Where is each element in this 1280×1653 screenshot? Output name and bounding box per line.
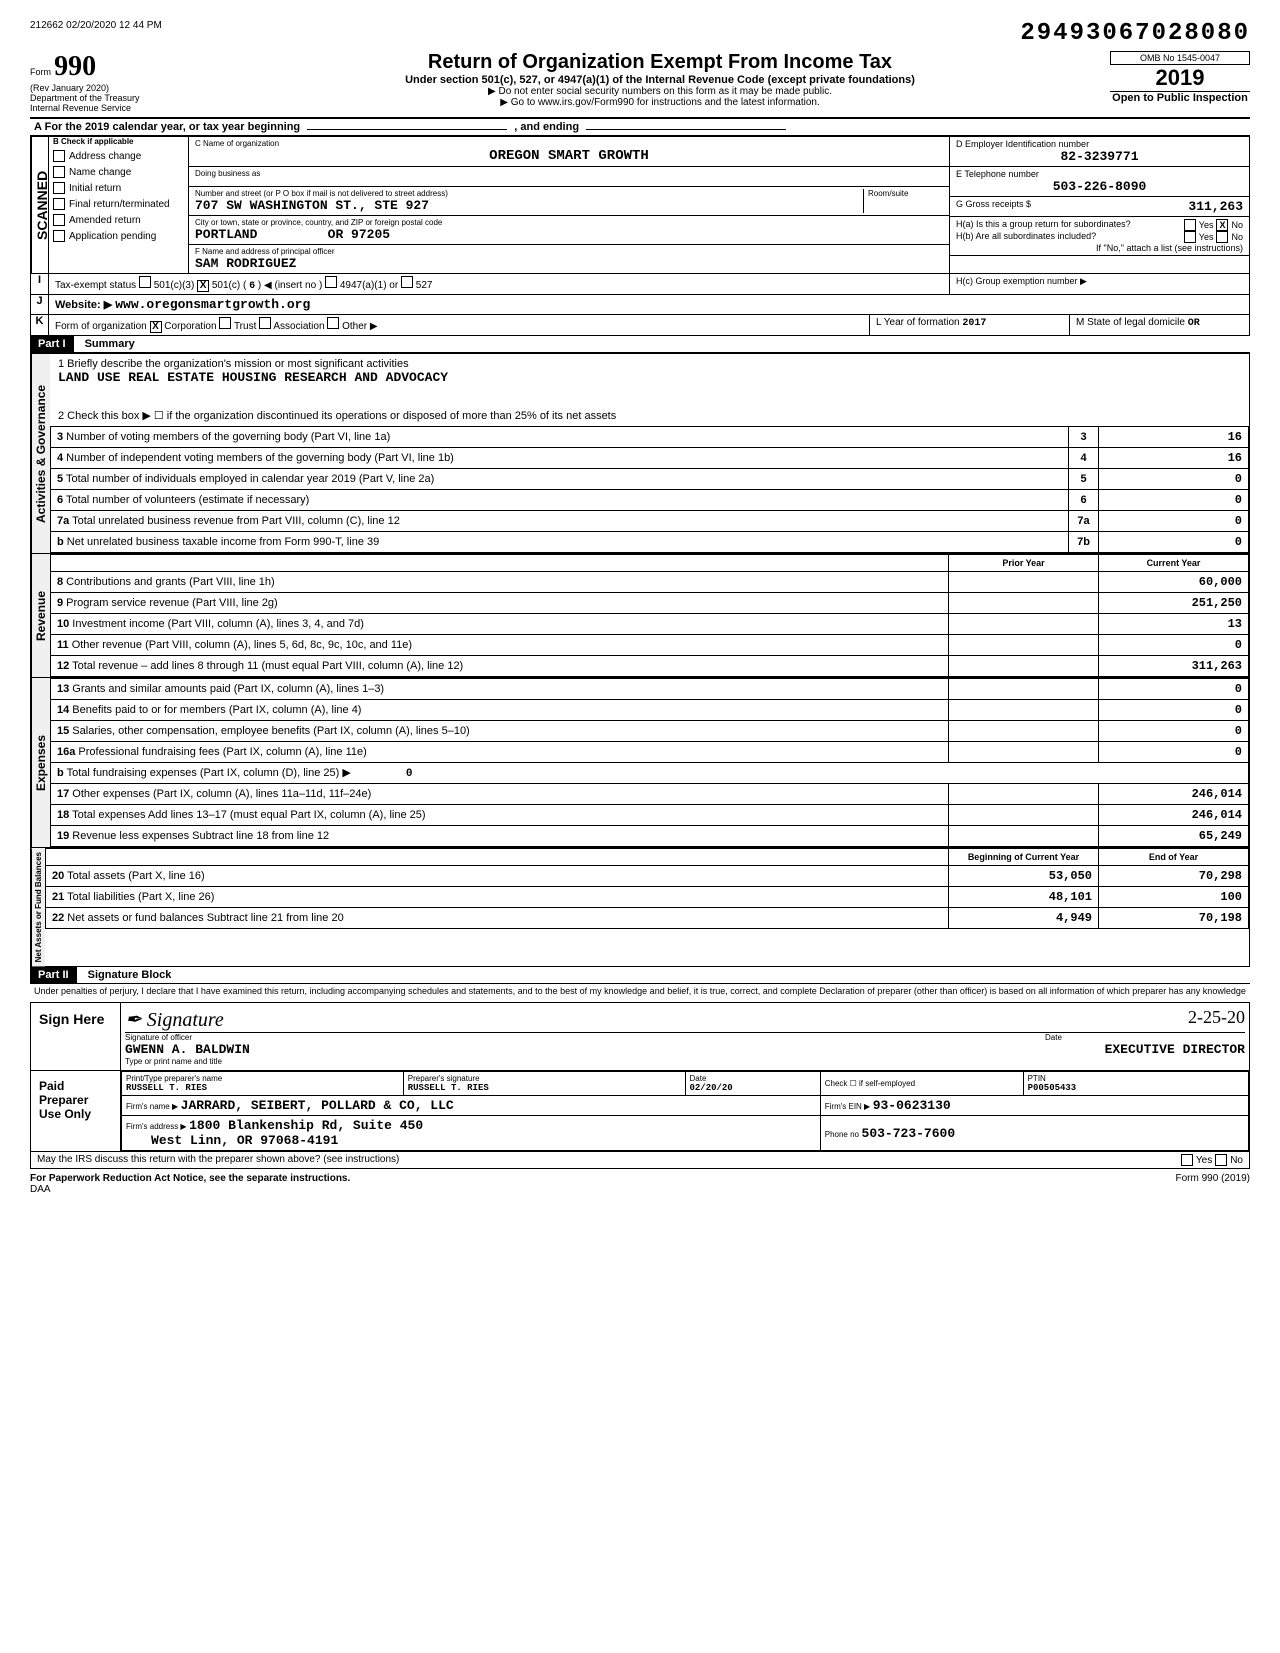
line2: 2 Check this box ▶ ☐ if the organization…	[58, 409, 1241, 422]
discuss-row: May the IRS discuss this return with the…	[31, 1152, 1249, 1168]
subtitle: Under section 501(c), 527, or 4947(a)(1)…	[210, 74, 1110, 86]
ein: 82-3239771	[956, 149, 1243, 164]
title-right: OMB No 1545-0047 2019 Open to Public Ins…	[1110, 51, 1250, 104]
form-ref: Form 990 (2019)	[1176, 1173, 1250, 1195]
prep-name: RUSSELL T. RIES	[126, 1083, 399, 1093]
org-name: OREGON SMART GROWTH	[195, 148, 943, 164]
address: 707 SW WASHINGTON ST., STE 927	[195, 198, 863, 213]
ptin: P00505433	[1028, 1083, 1244, 1093]
table-row: 17 Other expenses (Part IX, column (A), …	[51, 784, 1249, 805]
paid-prep-label: Paid Preparer Use Only	[31, 1071, 121, 1151]
checkbox-name-change[interactable]	[53, 166, 65, 178]
note-ssn: ▶ Do not enter social security numbers o…	[210, 86, 1110, 97]
table-row: b Total fundraising expenses (Part IX, c…	[51, 763, 1249, 784]
firm-name: JARRARD, SEIBERT, POLLARD & CO, LLC	[181, 1098, 454, 1113]
checkbox-corporation[interactable]: X	[150, 321, 162, 333]
form-title-block: Form 990 (Rev January 2020) Department o…	[30, 51, 1250, 119]
title-center: Return of Organization Exempt From Incom…	[210, 51, 1110, 108]
public-inspection: Open to Public Inspection	[1110, 91, 1250, 104]
table-row: 14 Benefits paid to or for members (Part…	[51, 700, 1249, 721]
firm-addr2: West Linn, OR 97068-4191	[151, 1133, 338, 1148]
scanned-label: SCANNED	[31, 137, 48, 273]
summary-activities: Activities & Governance 1 Briefly descri…	[30, 353, 1250, 554]
omb-number: OMB No 1545-0047	[1110, 51, 1250, 65]
table-row: 11 Other revenue (Part VIII, column (A),…	[51, 635, 1249, 656]
checkbox-amended[interactable]	[53, 214, 65, 226]
table-row: 21 Total liabilities (Part X, line 26)48…	[46, 887, 1249, 908]
checkbox-app-pending[interactable]	[53, 230, 65, 242]
checkbox-discuss-no[interactable]	[1215, 1154, 1227, 1166]
checkbox-501c[interactable]: X	[197, 280, 209, 292]
year-formation: 2017	[962, 318, 986, 329]
box-c: C Name of organization OREGON SMART GROW…	[189, 137, 949, 273]
expenses-table: 13 Grants and similar amounts paid (Part…	[50, 678, 1249, 847]
mission-text: LAND USE REAL ESTATE HOUSING RESEARCH AN…	[58, 370, 1241, 385]
revenue-table: Prior YearCurrent Year 8 Contributions a…	[50, 554, 1249, 677]
table-row: 16a Professional fundraising fees (Part …	[51, 742, 1249, 763]
box-b: B Check if applicable Address change Nam…	[49, 137, 189, 273]
main-title: Return of Organization Exempt From Incom…	[210, 51, 1110, 74]
sign-here-label: Sign Here	[31, 1003, 121, 1070]
table-row: 15 Salaries, other compensation, employe…	[51, 721, 1249, 742]
table-row: 19 Revenue less expenses Subtract line 1…	[51, 826, 1249, 847]
page-header: 212662 02/20/2020 12 44 PM 2949306702808…	[30, 20, 1250, 47]
checkbox-ha-no[interactable]: X	[1216, 219, 1228, 231]
table-row: 10 Investment income (Part VIII, column …	[51, 614, 1249, 635]
checkbox-address-change[interactable]	[53, 150, 65, 162]
line1-label: 1 Briefly describe the organization's mi…	[58, 358, 1241, 370]
part2-header: Part II Signature Block	[30, 967, 1250, 984]
table-row: 6 Total number of volunteers (estimate i…	[51, 490, 1249, 511]
checkbox-final-return[interactable]	[53, 198, 65, 210]
checkbox-initial-return[interactable]	[53, 182, 65, 194]
city: PORTLAND	[195, 227, 257, 242]
officer-title: EXECUTIVE DIRECTOR	[1105, 1042, 1245, 1057]
part1-header: Part I Summary	[30, 336, 1250, 353]
officer-signature: ✒ Signature	[125, 1007, 1045, 1033]
prep-sig: RUSSELL T. RIES	[408, 1083, 681, 1093]
principal-officer: SAM RODRIGUEZ	[195, 256, 943, 271]
summary-expenses: Expenses 13 Grants and similar amounts p…	[30, 678, 1250, 848]
entity-info-grid: SCANNED B Check if applicable Address ch…	[30, 136, 1250, 274]
preparer-table: Print/Type preparer's nameRUSSELL T. RIE…	[121, 1071, 1249, 1151]
form-label-col: Form 990 (Rev January 2020) Department o…	[30, 51, 210, 113]
table-row: 18 Total expenses Add lines 13–17 (must …	[51, 805, 1249, 826]
firm-ein: 93-0623130	[873, 1098, 951, 1113]
phone: 503-226-8090	[956, 179, 1243, 194]
penalty-text: Under penalties of perjury, I declare th…	[30, 984, 1250, 998]
table-row: 5 Total number of individuals employed i…	[51, 469, 1249, 490]
net-table: Beginning of Current YearEnd of Year 20 …	[45, 848, 1249, 929]
summary-revenue: Revenue Prior YearCurrent Year 8 Contrib…	[30, 554, 1250, 678]
status-rows: I Tax-exempt status 501(c)(3) X 501(c) (…	[30, 274, 1250, 336]
table-row: 8 Contributions and grants (Part VIII, l…	[51, 572, 1249, 593]
table-row: 7a Total unrelated business revenue from…	[51, 511, 1249, 532]
timestamp: 212662 02/20/2020 12 44 PM	[30, 20, 162, 31]
state-zip: OR 97205	[328, 227, 390, 242]
signature-block: Sign Here ✒ Signature 2-25-20 Signature …	[30, 1002, 1250, 1169]
firm-phone: 503-723-7600	[862, 1126, 956, 1141]
table-row: b Net unrelated business taxable income …	[51, 532, 1249, 553]
right-info-col: D Employer Identification number 82-3239…	[949, 137, 1249, 273]
officer-name: GWENN A. BALDWIN	[125, 1042, 1105, 1057]
summary-net: Net Assets or Fund Balances Beginning of…	[30, 848, 1250, 967]
table-row: 13 Grants and similar amounts paid (Part…	[51, 679, 1249, 700]
gross-receipts: 311,263	[1188, 199, 1243, 214]
tax-year: 2019	[1110, 65, 1250, 91]
website: www.oregonsmartgrowth.org	[115, 297, 310, 312]
activities-table: 3 Number of voting members of the govern…	[50, 426, 1249, 553]
table-row: 4 Number of independent voting members o…	[51, 448, 1249, 469]
table-row: 9 Program service revenue (Part VIII, li…	[51, 593, 1249, 614]
table-row: 12 Total revenue – add lines 8 through 1…	[51, 656, 1249, 677]
sign-date: 2-25-20	[1045, 1007, 1245, 1033]
checkbox-discuss-yes[interactable]	[1181, 1154, 1193, 1166]
table-row: 20 Total assets (Part X, line 16)53,0507…	[46, 866, 1249, 887]
footer: For Paperwork Reduction Act Notice, see …	[30, 1173, 1250, 1195]
table-row: 3 Number of voting members of the govern…	[51, 427, 1249, 448]
dln-number: 29493067028080	[1020, 20, 1250, 47]
prep-date: 02/20/20	[690, 1083, 816, 1093]
table-row: 22 Net assets or fund balances Subtract …	[46, 908, 1249, 929]
firm-addr1: 1800 Blankenship Rd, Suite 450	[189, 1118, 423, 1133]
line-a: A For the 2019 calendar year, or tax yea…	[30, 119, 1250, 136]
note-link: ▶ Go to www.irs.gov/Form990 for instruct…	[210, 97, 1110, 108]
state-domicile: OR	[1188, 318, 1200, 329]
